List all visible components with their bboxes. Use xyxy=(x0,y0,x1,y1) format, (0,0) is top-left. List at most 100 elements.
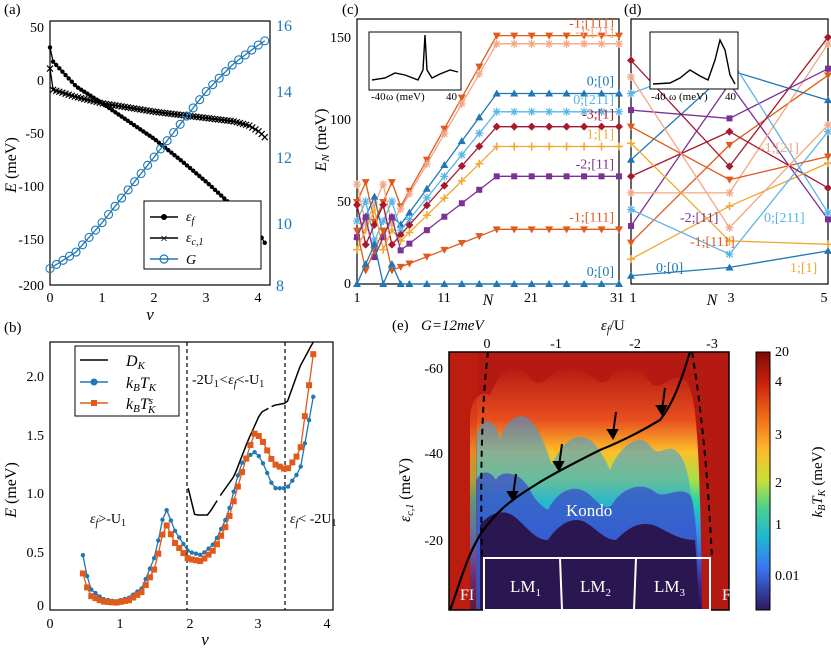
d-label-0-211: 0;[211] xyxy=(764,211,805,226)
b-ann-left: εf>-U1 xyxy=(90,512,126,529)
b-point-2-18 xyxy=(155,550,162,557)
a-ylabel-unit: (meV) xyxy=(3,137,20,179)
b-point-2-20 xyxy=(163,522,170,529)
c-point-5-3 xyxy=(379,245,388,254)
b-point-2-6 xyxy=(105,598,112,605)
a-point-2-3 xyxy=(64,251,75,261)
e-kondo-label: Kondo xyxy=(566,501,612,520)
c-point-6-18 xyxy=(511,173,518,180)
e-top-tick-m1: -1 xyxy=(550,337,562,352)
c-point-7-5 xyxy=(396,263,405,271)
a-point-0-24 xyxy=(122,116,127,121)
c-point-1-26 xyxy=(580,39,589,48)
a-point-0-30 xyxy=(141,129,146,134)
b-point-1-50 xyxy=(290,478,295,483)
e-heatmap-lm-region xyxy=(480,512,700,610)
c-point-0-20 xyxy=(527,32,536,40)
c-point-5-2 xyxy=(370,205,379,214)
d-point-13-0 xyxy=(627,56,635,65)
b-point-2-10 xyxy=(121,598,128,605)
panel-d-frame xyxy=(630,18,829,285)
a-point-2-2 xyxy=(58,255,68,265)
c-point-7-20 xyxy=(527,226,536,234)
c-xtick-21: 21 xyxy=(524,291,538,306)
d-point-4-0 xyxy=(627,205,635,214)
a-xtick-4: 4 xyxy=(255,291,262,306)
b-xtick-4: 4 xyxy=(324,617,331,632)
panel-e-label: (e) xyxy=(392,318,409,334)
b-point-1-43 xyxy=(260,461,266,466)
c-point-1-8 xyxy=(422,159,431,168)
b-point-1-37 xyxy=(235,473,241,478)
a-point-2-14 xyxy=(136,168,146,179)
b-point-1-24 xyxy=(181,541,186,547)
a-point-2-16 xyxy=(149,152,159,162)
c-point-0-22 xyxy=(545,32,554,40)
b-point-1-46 xyxy=(273,485,278,491)
c-xtick-11: 11 xyxy=(437,291,450,306)
b-ytick-20: 2.0 xyxy=(27,370,45,385)
b-point-1-49 xyxy=(285,484,291,489)
b-point-2-39 xyxy=(243,455,250,462)
panel-b-yticks: 0 0.5 1.0 1.5 2.0 xyxy=(27,370,45,614)
c-xlabel: N xyxy=(482,292,495,309)
c-point-8-6 xyxy=(405,280,414,287)
svg-text:E (meV): E (meV) xyxy=(3,137,20,194)
b-point-1-31 xyxy=(210,542,215,547)
c-point-8-18 xyxy=(510,280,519,287)
cbar-tick-3: 3 xyxy=(775,428,782,443)
b-point-1-33 xyxy=(218,526,224,532)
c-point-3-22 xyxy=(545,107,554,116)
b-point-2-43 xyxy=(259,438,266,445)
b-point-2-3 xyxy=(92,595,99,602)
b-legend: DK kBTK kBTs K xyxy=(74,345,180,417)
a-point-0-48 xyxy=(197,173,202,179)
e-heatmap-left-edge xyxy=(449,352,477,610)
c-inset: -40 ω (meV) 40 xyxy=(368,31,462,103)
c-point-6-12 xyxy=(458,200,465,207)
c-level-label-5: 1;[1] xyxy=(587,128,614,143)
a-point-0-26 xyxy=(128,120,134,126)
c-series xyxy=(353,32,623,287)
a-ytick-m200: -200 xyxy=(18,279,44,294)
cbar-tick-2: 2 xyxy=(775,476,782,491)
e-lm-divider-2 xyxy=(633,557,637,611)
b-point-1-54 xyxy=(306,417,312,423)
b-point-1-22 xyxy=(172,528,178,534)
c-point-7-12 xyxy=(457,240,466,248)
c-point-1-28 xyxy=(597,39,606,48)
a-point-2-20 xyxy=(175,119,185,129)
a-point-2-6 xyxy=(84,232,94,242)
a-series xyxy=(45,36,270,274)
c-ylabel: EN(meV) xyxy=(313,109,332,173)
c-point-6-22 xyxy=(546,173,553,180)
b-point-2-26 xyxy=(188,556,195,563)
c-point-2-26 xyxy=(580,89,589,97)
c-point-6-30 xyxy=(616,173,622,180)
c-point-3-4 xyxy=(387,197,396,206)
c-point-8-3 xyxy=(379,280,388,287)
b-point-2-52 xyxy=(297,444,304,451)
a-point-2-13 xyxy=(130,177,140,187)
c-point-3-14 xyxy=(475,129,484,138)
e-top-tick-0: 0 xyxy=(484,337,491,352)
b-point-2-46 xyxy=(272,461,279,468)
c-point-7-30 xyxy=(615,226,623,234)
b-point-2-55 xyxy=(310,351,317,358)
c-point-5-30 xyxy=(615,142,623,151)
a-ytick-50: 50 xyxy=(30,21,44,36)
d-point-6-0 xyxy=(627,172,635,181)
d-point-8-1 xyxy=(725,236,734,245)
e-arrow-1-head xyxy=(506,491,519,503)
b-point-1-34 xyxy=(223,517,228,523)
b-point-2-1 xyxy=(84,584,91,591)
b-point-2-50 xyxy=(289,459,296,466)
c-point-4-28 xyxy=(597,122,606,131)
b-point-1-1 xyxy=(84,573,90,579)
c-point-0-18 xyxy=(510,32,519,40)
e-boundary-left xyxy=(480,351,489,561)
a-point-0-42 xyxy=(178,158,183,163)
c-point-2-6 xyxy=(405,208,414,216)
c-point-4-22 xyxy=(545,122,554,131)
a-point-0-11 xyxy=(82,89,87,94)
